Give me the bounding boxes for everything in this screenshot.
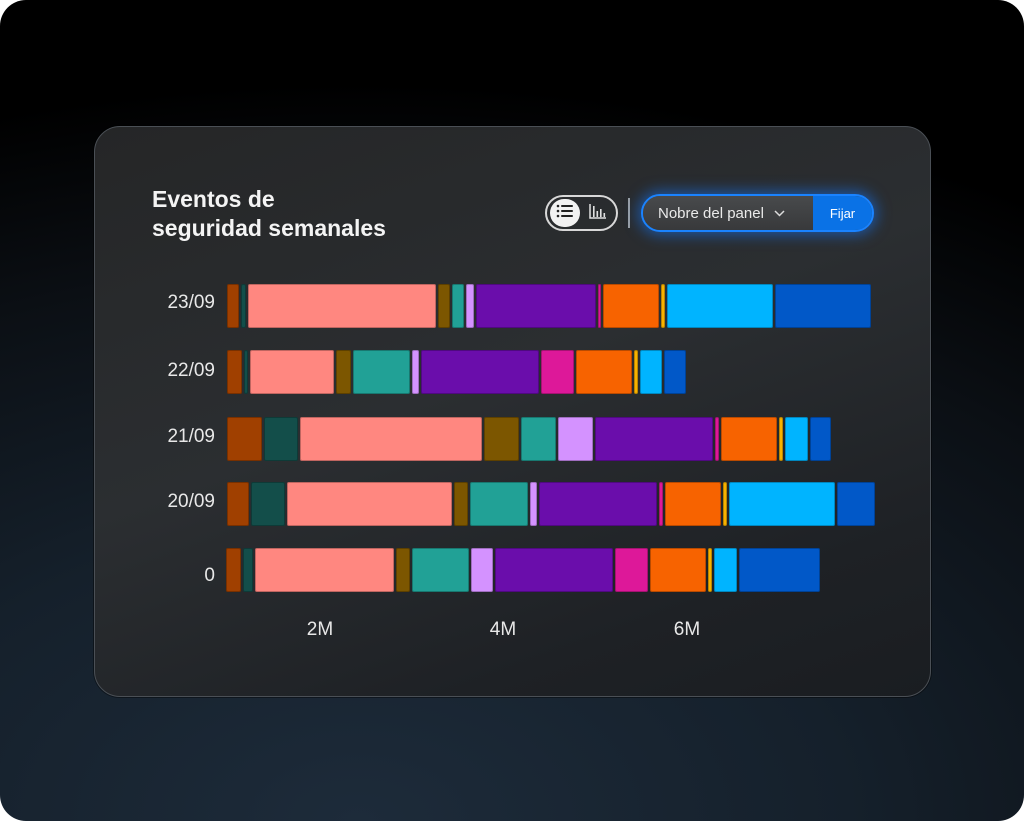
bar-segment[interactable]	[640, 350, 662, 394]
list-view-button[interactable]	[550, 199, 580, 227]
bar-segment[interactable]	[615, 548, 648, 592]
bar-segment[interactable]	[521, 417, 556, 461]
bar-23-09[interactable]	[227, 284, 873, 328]
bar-segment[interactable]	[243, 548, 253, 592]
bar-segment[interactable]	[539, 482, 657, 526]
bar-segment[interactable]	[739, 548, 820, 592]
bar-20-09[interactable]	[227, 482, 877, 526]
panel-dropdown[interactable]: Nobre del panel	[643, 196, 813, 230]
bar-segment[interactable]	[454, 482, 468, 526]
bar-segment[interactable]	[287, 482, 452, 526]
chevron-down-icon	[774, 209, 785, 217]
panel-selector: Nobre del panel Fijar	[641, 194, 874, 232]
x-tick-4m: 4M	[489, 619, 517, 640]
bar-segment[interactable]	[495, 548, 613, 592]
bar-segment[interactable]	[779, 417, 783, 461]
bar-segment[interactable]	[412, 548, 469, 592]
bar-segment[interactable]	[530, 482, 537, 526]
chart-title-line-2: seguridad semanales	[152, 215, 386, 241]
bar-segment[interactable]	[421, 350, 539, 394]
y-label-23-09: 23/09	[167, 292, 215, 313]
bar-segment[interactable]	[595, 417, 713, 461]
bar-segment[interactable]	[603, 284, 659, 328]
bar-segment[interactable]	[438, 284, 450, 328]
bar-segment[interactable]	[715, 417, 719, 461]
bar-segment[interactable]	[227, 417, 262, 461]
bar-segment[interactable]	[226, 548, 241, 592]
bar-segment[interactable]	[708, 548, 712, 592]
bar-segment[interactable]	[667, 284, 773, 328]
bar-segment[interactable]	[248, 284, 436, 328]
panel-dropdown-value: Nobre del panel	[658, 204, 764, 222]
bar-segment[interactable]	[466, 284, 474, 328]
bar-segment[interactable]	[659, 482, 663, 526]
bar-segment[interactable]	[810, 417, 831, 461]
bar-segment[interactable]	[264, 417, 298, 461]
bar-segment[interactable]	[250, 350, 334, 394]
bar-segment[interactable]	[251, 482, 285, 526]
bar-segment[interactable]	[244, 350, 248, 394]
bar-21-09[interactable]	[227, 417, 833, 461]
bar-segment[interactable]	[714, 548, 737, 592]
chart-title-line-1: Eventos de	[152, 186, 275, 212]
view-toggle	[545, 195, 618, 231]
bar-segment[interactable]	[255, 548, 394, 592]
bar-segment[interactable]	[470, 482, 528, 526]
y-label-20-09: 20/09	[167, 491, 215, 512]
bar-0[interactable]	[226, 548, 822, 592]
bar-segment[interactable]	[471, 548, 493, 592]
bar-segment[interactable]	[598, 284, 601, 328]
y-label-22-09: 22/09	[167, 360, 215, 381]
bar-segment[interactable]	[476, 284, 596, 328]
bar-segment[interactable]	[484, 417, 519, 461]
bar-segment[interactable]	[634, 350, 638, 394]
y-label-0: 0	[204, 565, 215, 586]
bar-segment[interactable]	[665, 482, 721, 526]
bar-22-09[interactable]	[227, 350, 688, 394]
bar-segment[interactable]	[558, 417, 593, 461]
pin-button[interactable]: Fijar	[813, 196, 872, 230]
bar-segment[interactable]	[729, 482, 835, 526]
chart-title: Eventos de seguridad semanales	[152, 185, 452, 243]
bar-chart-icon	[589, 203, 607, 224]
x-tick-2m: 2M	[306, 619, 334, 640]
bar-segment[interactable]	[785, 417, 808, 461]
bar-segment[interactable]	[723, 482, 727, 526]
bar-segment[interactable]	[661, 284, 665, 328]
bar-segment[interactable]	[452, 284, 464, 328]
bar-segment[interactable]	[837, 482, 875, 526]
bar-segment[interactable]	[396, 548, 410, 592]
bar-segment[interactable]	[576, 350, 632, 394]
list-icon	[556, 204, 574, 223]
bar-segment[interactable]	[300, 417, 482, 461]
bar-segment[interactable]	[353, 350, 410, 394]
bar-segment[interactable]	[412, 350, 419, 394]
bar-segment[interactable]	[650, 548, 706, 592]
bar-segment[interactable]	[541, 350, 574, 394]
bar-segment[interactable]	[336, 350, 351, 394]
bar-segment[interactable]	[775, 284, 871, 328]
bar-segment[interactable]	[664, 350, 686, 394]
bar-segment[interactable]	[227, 482, 249, 526]
bar-segment[interactable]	[721, 417, 777, 461]
y-label-21-09: 21/09	[167, 426, 215, 447]
chart-view-button[interactable]	[584, 199, 614, 227]
bar-segment[interactable]	[227, 350, 242, 394]
toolbar-divider	[628, 198, 630, 228]
chart-panel: Eventos de seguridad semanales	[94, 126, 931, 697]
x-tick-6m: 6M	[673, 619, 701, 640]
bar-segment[interactable]	[227, 284, 239, 328]
bar-segment[interactable]	[241, 284, 246, 328]
